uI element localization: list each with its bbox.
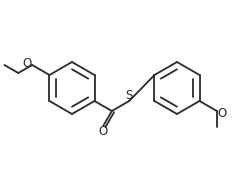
Text: O: O [99, 125, 108, 138]
Text: O: O [217, 107, 226, 120]
Text: O: O [23, 56, 32, 70]
Text: S: S [125, 88, 133, 102]
